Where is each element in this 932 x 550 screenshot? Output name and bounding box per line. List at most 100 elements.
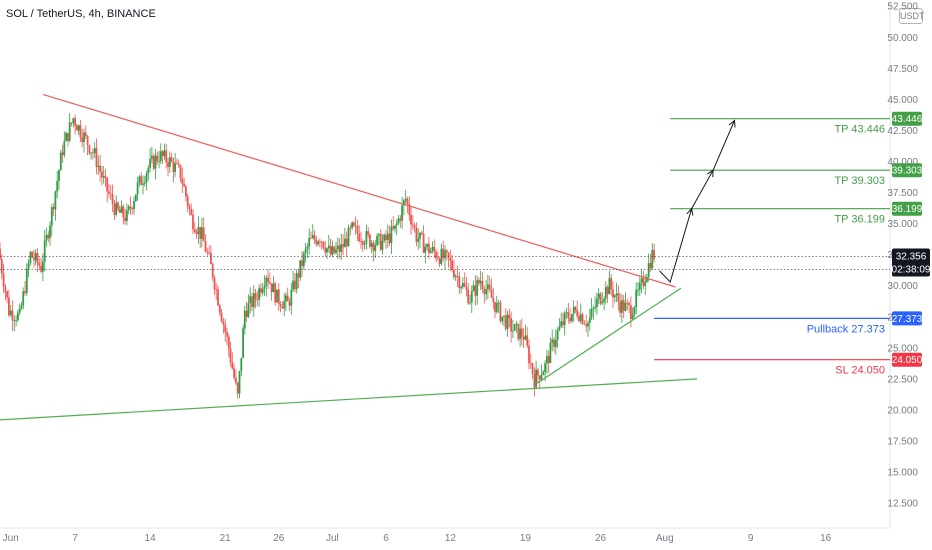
candle-body <box>349 227 352 229</box>
candle-body <box>163 150 166 156</box>
trendline-long-support[interactable] <box>0 378 698 421</box>
candle-body <box>490 289 493 298</box>
candle-body <box>344 238 346 248</box>
candle-body <box>224 324 227 332</box>
candle-body <box>562 321 564 326</box>
candle-body <box>124 217 126 222</box>
candle-body <box>156 155 159 162</box>
candle-body <box>311 235 314 238</box>
candle-body <box>653 250 655 259</box>
candle-body <box>340 244 343 252</box>
candle-body <box>651 250 654 269</box>
candle-body <box>567 312 570 319</box>
price-tick: 50.000 <box>887 33 918 44</box>
candle-body <box>186 196 189 207</box>
candle-body <box>603 298 605 302</box>
level-label-pullback: Pullback 27.373 <box>807 323 885 335</box>
candle-body <box>597 293 600 299</box>
time-axis[interactable]: Jun 7 14 21 26 Jul 6 12 19 26 Aug 9 16 <box>3 533 832 544</box>
candle-body <box>81 137 84 143</box>
candle-body <box>504 315 507 329</box>
candle-body <box>138 176 141 183</box>
projection-path[interactable] <box>659 120 735 283</box>
candle-body <box>29 252 32 264</box>
price-tag-tp2 <box>892 163 922 178</box>
candle-body <box>369 234 371 247</box>
candle-body <box>345 238 348 247</box>
candle-body <box>281 306 284 309</box>
candle-body <box>208 252 210 254</box>
candle-body <box>542 372 545 376</box>
candle-body <box>638 282 641 290</box>
candle-body <box>456 275 459 277</box>
candle-body <box>174 163 176 172</box>
candle-body <box>501 316 504 322</box>
candle-body <box>449 257 452 261</box>
candle-body <box>131 208 134 210</box>
candle-body <box>192 214 194 230</box>
candle-body <box>354 225 357 227</box>
candle-body <box>306 246 309 250</box>
candle-body <box>596 298 598 307</box>
candle-body <box>610 278 613 290</box>
price-tick: 37.500 <box>887 188 918 199</box>
drawings-layer: TP 43.446 TP 39.303 TP 36.199 Pullback 27.3… <box>0 93 890 421</box>
candle-body <box>554 339 557 347</box>
candle-body <box>442 248 445 259</box>
candle-body <box>608 278 611 295</box>
candle-body <box>33 257 35 261</box>
candle-body <box>454 275 457 278</box>
candle-body <box>522 337 525 340</box>
candle-body <box>445 250 448 253</box>
candle-body <box>22 291 25 306</box>
candle-body <box>120 206 123 213</box>
candle-body <box>408 203 411 215</box>
candle-body <box>102 176 105 178</box>
time-tick: 26 <box>595 533 607 544</box>
trendline-descending-resistance[interactable] <box>42 93 676 288</box>
candle-body <box>453 269 455 278</box>
candle-body <box>75 125 78 131</box>
candle-body <box>406 198 409 204</box>
candle-body <box>215 289 218 291</box>
time-tick: 19 <box>520 533 532 544</box>
trendline-rising-support[interactable] <box>535 287 682 385</box>
candle-body <box>220 312 223 322</box>
candle-body <box>254 293 257 300</box>
candle-body <box>74 118 76 126</box>
candle-body <box>544 363 546 373</box>
time-tick: 16 <box>820 533 832 544</box>
candle-body <box>560 321 563 327</box>
price-tick: 45.000 <box>887 95 918 106</box>
candle-body <box>95 148 98 167</box>
candle-body <box>190 209 193 215</box>
candle-body <box>537 369 539 376</box>
time-tick: 6 <box>383 533 389 544</box>
candle-body <box>176 163 178 165</box>
candle-body <box>515 323 518 325</box>
currency-badge[interactable]: USDT <box>899 8 925 24</box>
candle-body <box>151 155 153 159</box>
candle-body <box>167 162 169 167</box>
candle-body <box>481 280 484 289</box>
candle-body <box>540 375 543 380</box>
candle-body <box>458 276 461 289</box>
level-label-tp1: TP 36.199 <box>834 214 885 226</box>
candle-body <box>517 323 520 340</box>
candle-body <box>419 232 421 239</box>
candle-body <box>15 320 17 321</box>
symbol-title[interactable]: SOL / TetherUS, 4h, BINANCE <box>6 8 156 20</box>
candle-body <box>134 194 137 202</box>
candle-body <box>149 158 151 168</box>
candle-body <box>465 286 468 290</box>
candle-body <box>549 342 552 363</box>
candle-body <box>476 280 479 296</box>
candle-body <box>147 167 150 174</box>
candle-body <box>126 210 128 221</box>
candle-body <box>462 283 464 287</box>
price-tick: 22.500 <box>887 374 918 385</box>
projection-arrowhead <box>707 169 714 178</box>
candle-body <box>106 177 109 192</box>
candle-body <box>92 152 94 154</box>
